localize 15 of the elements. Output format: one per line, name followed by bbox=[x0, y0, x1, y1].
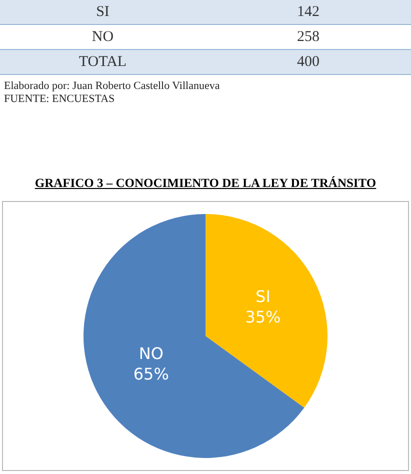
text: Elaborado por: Juan Roberto Castello Villanueva bbox=[4, 80, 220, 93]
data-label: 35% bbox=[245, 308, 281, 327]
source-note: FUENTE: ENCUESTAS bbox=[4, 93, 116, 106]
chart-title: GRAFICO 3 – CONOCIMIENTO DE LA LEY DE TRÁNSITO bbox=[34, 176, 378, 191]
text: SI bbox=[95, 4, 110, 20]
text: 258 bbox=[296, 28, 320, 46]
text: 142 bbox=[296, 4, 320, 20]
pie-slice bbox=[206, 214, 328, 408]
pie-slice bbox=[84, 214, 304, 458]
text: 400 bbox=[296, 54, 320, 70]
data-label: 65% bbox=[133, 364, 169, 384]
text: TOTAL bbox=[78, 54, 128, 70]
slice-label: SI bbox=[256, 286, 270, 306]
text: NO bbox=[90, 28, 115, 46]
slice-label: NO bbox=[138, 344, 164, 363]
